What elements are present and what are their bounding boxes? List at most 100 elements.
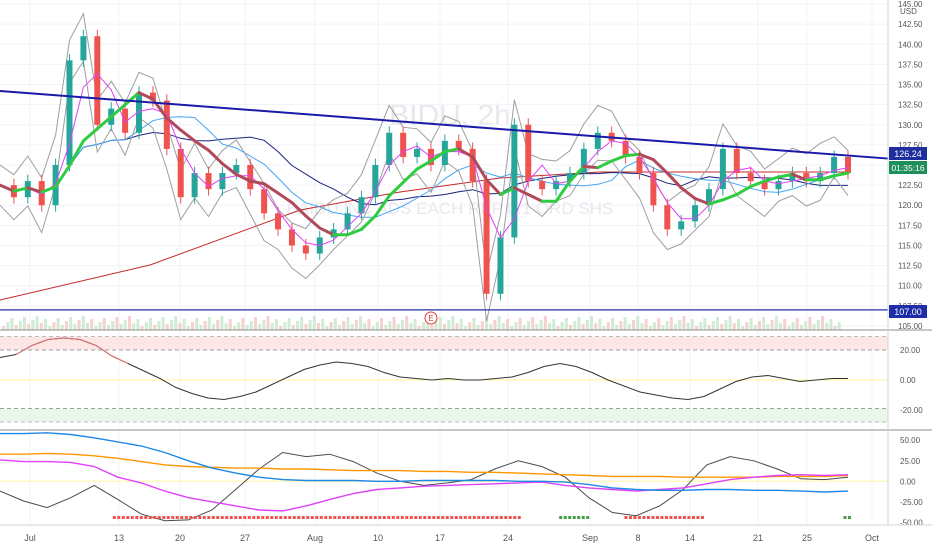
indicator-1-axis: 20.00 0.00 -20.00 [900, 346, 923, 415]
sell-signal-marker [189, 516, 193, 519]
volume-bar [65, 321, 68, 330]
indicator-2-tick-label: 0.00 [900, 477, 916, 486]
last-price-badge: 126.24 [889, 147, 927, 160]
grid-lines [0, 0, 888, 525]
trend-ma-segment [415, 159, 433, 171]
sell-signal-marker [508, 516, 512, 519]
candle-body [803, 173, 810, 182]
sell-signal-marker [162, 516, 166, 519]
price-tick-label: 142.50 [898, 20, 923, 29]
sell-signal-marker [301, 516, 305, 519]
volume-bar [380, 318, 383, 330]
sell-signal-marker [360, 516, 364, 519]
volume-bar [821, 316, 824, 330]
candle-body [845, 156, 851, 174]
volume-bar [409, 323, 413, 330]
candle-body [469, 148, 476, 182]
volume-bar [77, 320, 81, 330]
volume-bar [611, 318, 614, 330]
sell-signal-marker [288, 516, 292, 519]
sell-signal-marker [184, 516, 188, 519]
trend-ma-segment [763, 175, 780, 183]
volume-bar [543, 316, 547, 330]
volume-bar [455, 323, 459, 330]
sell-signal-marker [477, 516, 481, 519]
candle-body [372, 165, 379, 198]
sell-signal-marker [112, 516, 116, 519]
indicator-1-pane [0, 336, 888, 423]
candle-body [580, 148, 587, 174]
trend-ma-segment [485, 178, 502, 197]
price-tick-label: 132.50 [898, 101, 923, 110]
volume-bar [585, 320, 589, 330]
sell-signal-marker [144, 516, 148, 519]
trend-ma-segment [568, 164, 586, 183]
trend-ma-segment [457, 147, 475, 159]
buy-signal-marker [563, 516, 567, 519]
sell-signal-marker [166, 516, 170, 519]
volume-bar [333, 318, 337, 330]
volume-bar [623, 317, 627, 330]
trend-ma-segment [387, 180, 405, 198]
volume-bar [476, 325, 480, 330]
volume-bar [594, 323, 598, 330]
trend-ma-segment [109, 103, 127, 119]
volume-bar [27, 324, 31, 330]
volume-bar [837, 322, 841, 330]
trend-ma-segment [318, 226, 336, 237]
sell-signal-marker [297, 516, 301, 519]
volume-bar [682, 316, 686, 330]
volume-bar [199, 325, 203, 330]
candle-body [344, 213, 351, 230]
volume-bar [413, 319, 417, 330]
trend-ma-segment [735, 184, 753, 197]
volume-bar [312, 316, 316, 330]
volume-bar [350, 324, 354, 330]
sell-signal-marker [499, 516, 503, 519]
candle-body [288, 229, 295, 246]
trend-ma-segment [818, 174, 836, 182]
time-tick-label: 13 [114, 533, 124, 543]
candle-body [219, 173, 226, 190]
trend-ma-segment [373, 194, 391, 218]
sell-signal-marker [337, 516, 341, 519]
volume-bar [140, 326, 144, 330]
volume-bar [174, 316, 178, 330]
volume-bar [363, 323, 367, 330]
candle-body [636, 156, 643, 174]
volume-bar [178, 323, 182, 330]
candle-body [566, 173, 573, 182]
sell-signal-marker [121, 516, 125, 519]
descending-trendline[interactable] [0, 89, 889, 160]
overbought-zone [0, 336, 888, 350]
sell-signal-marker [126, 516, 130, 519]
volume-bar [182, 319, 186, 330]
price-tick-label: 122.50 [898, 181, 923, 190]
volume-bar [388, 321, 392, 330]
volume-bar [686, 323, 690, 330]
sell-signal-marker [637, 516, 641, 519]
volume-bar [695, 326, 698, 330]
volume-bar [44, 319, 47, 330]
sell-signal-marker [211, 516, 215, 519]
volume-bar [434, 321, 438, 330]
volume-bar [447, 320, 451, 330]
trend-ma-segment [26, 186, 44, 194]
support-level-value: 107.00 [894, 307, 922, 317]
sell-signal-marker [153, 516, 157, 519]
trend-ma-segment [137, 91, 155, 101]
time-tick-label: 10 [373, 533, 383, 543]
time-tick-label: 20 [175, 533, 185, 543]
sell-signal-marker [319, 516, 323, 519]
volume-bar [749, 318, 753, 330]
candle-body [719, 148, 726, 190]
earnings-marker[interactable]: E [424, 311, 438, 325]
buy-signal-marker [577, 516, 581, 519]
volume-bar [241, 318, 245, 330]
candle-body [789, 173, 796, 182]
earnings-marker-label: E [428, 314, 433, 323]
volume-bar [451, 316, 455, 330]
candle-body [136, 92, 143, 133]
volume-bar [640, 323, 644, 330]
